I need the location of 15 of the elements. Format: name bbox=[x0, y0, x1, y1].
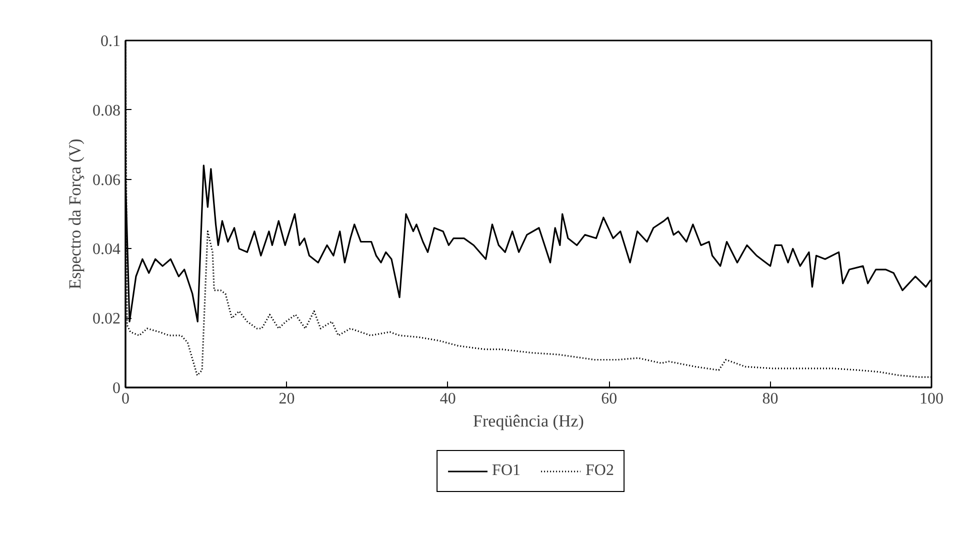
x-tick-label: 40 bbox=[440, 390, 456, 408]
y-tick-label: 0.08 bbox=[92, 102, 120, 120]
y-tick-label: 0.02 bbox=[92, 310, 120, 328]
x-tick-label: 60 bbox=[601, 390, 618, 408]
y-axis-title: Espectro da Força (V) bbox=[66, 138, 84, 290]
x-tick-label: 20 bbox=[278, 390, 295, 408]
y-tick-label: 0 bbox=[112, 380, 120, 397]
legend-label: FO2 bbox=[586, 462, 614, 480]
legend-label: FO1 bbox=[492, 462, 520, 480]
y-tick-label: 0.06 bbox=[92, 172, 120, 189]
x-tick-label: 100 bbox=[920, 390, 944, 408]
y-tick-label: 0.1 bbox=[100, 33, 120, 50]
x-axis-title: Freqüência (Hz) bbox=[473, 412, 584, 430]
y-tick-label: 0.04 bbox=[92, 241, 120, 258]
x-tick-label: 80 bbox=[762, 390, 778, 408]
